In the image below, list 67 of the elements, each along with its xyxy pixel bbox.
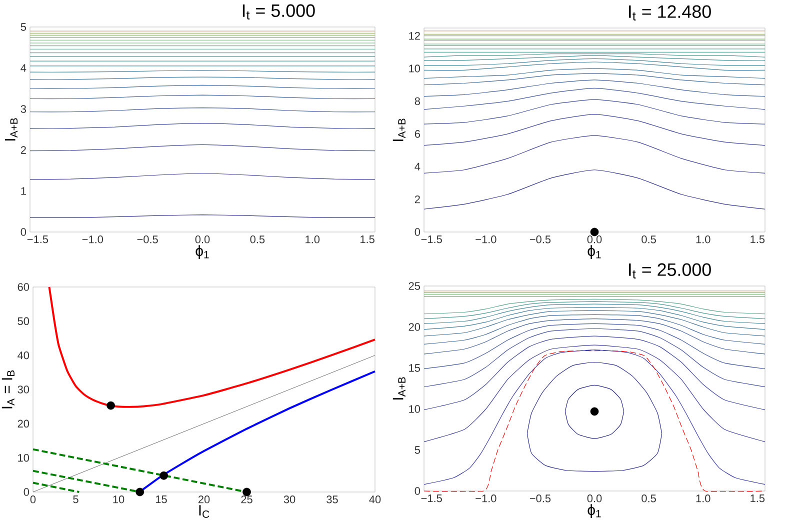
y-tick-label: 60 [18,283,30,291]
y-tick-label: 0 [20,228,26,236]
y-tick-label: 0 [414,487,420,495]
y-tick-label: 5 [414,446,420,454]
x-tick-label: −1.0 [476,494,496,502]
y-tick-label: 4 [20,64,26,72]
y-tick-label: 50 [18,317,30,326]
y-tick-label: 12 [409,32,420,40]
y-tick-label: 1 [21,187,26,195]
y-axis-title: I$_{A+B}$ [392,377,406,400]
chart-title: I$_{t}$ = 5.000 [242,4,315,20]
x-axis-title: ϕ$_{1}$ [588,245,601,260]
x-tick-label: 0.0 [587,236,602,244]
x-tick-label: −1.5 [421,236,442,244]
x-tick-label: 40 [369,496,381,504]
y-axis-title: I$_{A}$ = I$_{B}$ [2,370,14,408]
y-tick-label: 20 [408,323,420,331]
x-tick-label: 15 [156,496,167,504]
x-tick-label: 0.0 [195,236,210,244]
x-axis-title: I$_{C}$ [199,505,210,518]
y-tick-label: 2 [414,195,420,204]
x-tick-label: 0.5 [642,494,656,502]
x-tick-label: −1.0 [476,236,496,244]
y-tick-label: 10 [409,64,420,72]
y-tick-label: 3 [20,105,26,113]
chart-title: I$_{t}$ = 12.480 [629,5,711,20]
x-tick-label: 1.0 [306,236,320,244]
y-tick-label: 30 [18,386,30,394]
y-tick-label: 8 [414,97,420,106]
y-tick-label: 40 [18,351,30,360]
y-tick-label: 15 [409,364,420,372]
x-tick-label: 1.0 [696,236,710,244]
x-tick-label: 10 [113,496,124,504]
x-axis-title: ϕ$_{1}$ [588,504,601,518]
y-tick-label: 0 [414,228,420,236]
x-tick-label: −1.5 [421,494,442,502]
x-tick-label: 0.0 [587,494,602,502]
y-tick-label: 0 [24,488,30,496]
x-tick-label: 1.5 [750,236,765,244]
x-tick-label: 35 [326,496,338,504]
x-tick-label: −0.5 [530,236,551,244]
y-tick-label: 5 [20,23,26,31]
y-tick-label: 2 [20,146,26,154]
x-tick-label: 25 [241,496,252,504]
x-axis-title: ϕ$_{1}$ [196,245,209,260]
y-tick-label: 20 [18,420,30,428]
chart-title: I$_{t}$ = 25.000 [629,263,711,278]
y-tick-label: 10 [409,405,420,413]
x-tick-label: 1.5 [750,494,765,502]
x-tick-label: 5 [73,496,78,504]
x-tick-label: 0.5 [250,236,265,244]
y-tick-label: 10 [18,454,30,462]
x-tick-label: 1.0 [696,494,710,502]
x-tick-label: −0.5 [530,494,551,502]
y-tick-label: 6 [414,130,420,138]
x-tick-label: 0 [30,496,36,504]
y-tick-label: 25 [408,282,420,290]
y-tick-label: 4 [414,162,420,170]
x-tick-label: −1.5 [27,236,48,244]
x-tick-label: −0.5 [137,236,158,244]
x-tick-label: 30 [284,496,296,504]
y-axis-title: I$_{A+B}$ [392,118,406,141]
x-tick-label: 0.5 [642,236,656,244]
x-tick-label: 1.5 [360,236,374,244]
x-tick-label: −1.0 [82,236,104,244]
y-axis-title: I$_{A+B}$ [4,118,18,140]
x-tick-label: 20 [198,496,210,504]
